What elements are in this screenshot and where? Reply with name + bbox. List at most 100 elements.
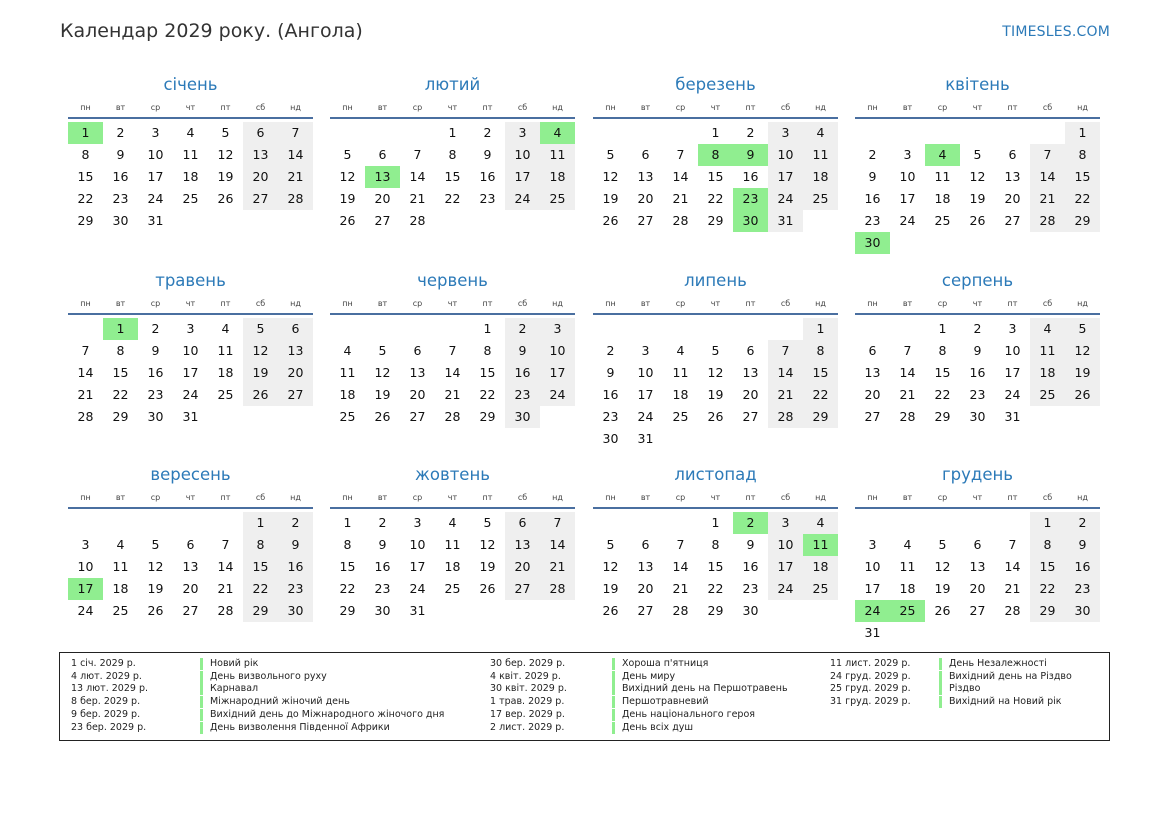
day-cell: 14 [768,362,803,384]
holiday-date: 9 бер. 2029 р. [71,708,141,720]
day-cell: 4 [221,321,230,336]
day-cell: 4 [903,537,912,552]
day-cell: 4 [343,343,352,358]
holiday-name: Різдво [939,683,980,696]
weekday-label: нд [290,299,301,308]
day-cell: 29 [803,406,838,428]
day-cell: 15 [77,169,94,184]
month-name: листопад [674,465,757,484]
day-cell: 31 [1004,409,1021,424]
day-cell: 24 [768,188,803,210]
day-cell: 23 [969,387,986,402]
day-cell: 30 [505,406,540,428]
weekday-label: сб [255,103,266,112]
day-cell: 9 [746,537,755,552]
day-cell: 25 [540,188,575,210]
day-cell: 17 [182,365,199,380]
day-cell: 22 [934,387,951,402]
weekday-label: нд [1077,299,1088,308]
day-cell: 14 [672,559,689,574]
holiday-name: Карнавал [200,683,258,696]
holiday-legend: 1 січ. 2029 р. Новий рік 4 лют. 2029 р. Ден… [59,652,1110,741]
day-cell: 29 [934,409,951,424]
holiday-name: День всіх душ [612,721,693,734]
holiday-day-cell: 13 [365,166,400,188]
weekday-label: пн [342,299,353,308]
day-cell: 9 [505,340,540,362]
weekday-label: вт [377,493,388,502]
day-cell: 28 [77,409,94,424]
day-cell: 7 [413,147,422,162]
month-name: грудень [942,465,1013,484]
day-cell: 26 [1065,384,1100,406]
day-cell: 3 [540,318,575,340]
month-calendar: лютий пн вт ср чт пт сб нд 1 2 3 4 5 6 7 8 9 10 11 12 13 14 15… [330,75,575,265]
day-cell: 8 [343,537,352,552]
weekday-header: пн вт ср чт пт сб нд [593,299,838,308]
day-cell: 20 [1004,191,1021,206]
weekday-label: пт [482,299,493,308]
day-grid: 1 2 3 4 5 6 7 8 9 10 11 12 13 14 15 16 17 18 19 20 21 22 23 24 2… [330,512,575,622]
weekday-label: чт [447,103,458,112]
weekday-label: чт [710,103,721,112]
day-cell: 26 [479,581,496,596]
day-cell: 16 [112,169,129,184]
day-grid: 1 2 3 4 5 6 7 8 9 10 11 12 13 14 15 16 17 18 19 20 21 22 23 24 2… [330,122,575,232]
day-cell: 30 [969,409,986,424]
month-name: серпень [941,271,1014,290]
day-cell: 19 [479,559,496,574]
day-cell: 16 [864,191,881,206]
day-cell: 24 [899,213,916,228]
day-cell: 20 [243,166,278,188]
header-divider [68,117,313,119]
weekday-label: вт [640,493,651,502]
day-cell: 8 [81,147,90,162]
holiday-day-cell: 4 [925,144,960,166]
day-cell: 22 [339,581,356,596]
day-cell: 26 [374,409,391,424]
day-cell: 13 [637,559,654,574]
day-cell: 11 [444,537,461,552]
day-cell: 3 [903,147,912,162]
day-cell: 11 [540,144,575,166]
day-cell: 16 [742,559,759,574]
holiday-date: 23 бер. 2029 р. [71,721,147,733]
day-cell: 6 [641,537,650,552]
day-cell: 7 [676,537,685,552]
day-cell: 28 [278,188,313,210]
day-cell: 12 [339,169,356,184]
day-cell: 8 [938,343,947,358]
day-cell: 22 [243,578,278,600]
day-grid: 1 2 3 4 5 6 7 8 9 10 11 12 13 14 15 16 17 18 19 20 21 22 23 24 2… [330,318,575,428]
day-cell: 3 [768,512,803,534]
day-cell: 1 [448,125,457,140]
day-cell: 7 [278,122,313,144]
day-cell: 18 [803,556,838,578]
day-cell: 4 [448,515,457,530]
day-cell: 19 [969,191,986,206]
day-grid: 1 2 3 4 5 6 7 8 9 10 11 12 13 14 15 16 17 18 19 20 21 22 23 24 2… [855,318,1100,428]
day-cell: 21 [77,387,94,402]
day-cell: 21 [1004,581,1021,596]
weekday-label: пн [605,493,616,502]
weekday-label: сб [1042,103,1053,112]
day-cell: 1 [938,321,947,336]
day-cell: 10 [768,534,803,556]
day-cell: 5 [151,537,160,552]
day-cell: 2 [505,318,540,340]
month-name: червень [417,271,488,290]
day-cell: 22 [112,387,129,402]
day-cell: 6 [746,343,755,358]
day-cell: 19 [147,581,164,596]
holiday-day-cell: 1 [103,318,138,340]
day-cell: 17 [409,559,426,574]
day-cell: 10 [77,559,94,574]
brand-link[interactable]: TIMESLES.COM [1002,24,1110,40]
day-cell: 19 [339,191,356,206]
weekday-label: ср [937,299,948,308]
day-cell: 14 [1030,166,1065,188]
day-grid: 1 2 3 4 5 6 7 8 9 10 11 12 13 14 15 16 17 18 19 20 21 22 23 24 2… [68,122,313,232]
day-cell: 4 [116,537,125,552]
month-calendar: грудень пн вт ср чт пт сб нд 1 2 3 4 5 6 7 8 9 10 11 12 13 14… [855,465,1100,655]
day-cell: 19 [374,387,391,402]
